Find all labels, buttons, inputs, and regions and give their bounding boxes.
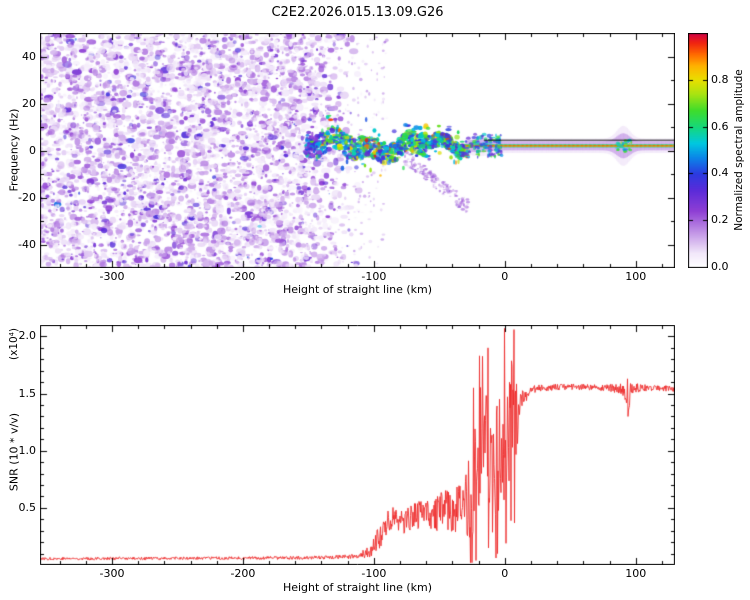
top-x-axis-label: Height of straight line (km) xyxy=(282,283,433,296)
colorbar-tick-label: 0.4 xyxy=(711,166,729,180)
top-y-tick-label: 20 xyxy=(22,96,36,110)
colorbar-tick-label: 0.8 xyxy=(711,72,729,86)
bottom-y-tick-label: 2.0 xyxy=(18,329,37,343)
spectrogram-plot xyxy=(40,33,675,268)
bottom-x-tick-label: -100 xyxy=(361,567,387,580)
bottom-y-tick-label: 0.5 xyxy=(18,500,37,514)
snr-plot xyxy=(40,325,675,565)
bottom-x-tick-label: 0 xyxy=(501,567,509,580)
bottom-y-tick-label: 1.0 xyxy=(18,443,37,457)
colorbar xyxy=(688,33,708,268)
top-y-tick-label: 40 xyxy=(22,49,36,63)
top-x-tick-label: 0 xyxy=(501,270,509,283)
colorbar-tick-label: 0.6 xyxy=(711,119,729,133)
bottom-y-tick-label: 1.5 xyxy=(18,386,37,400)
bottom-x-tick-label: -300 xyxy=(99,567,125,580)
colorbar-label: Normalized spectral amplitude xyxy=(733,69,745,231)
top-y-tick-label: 0 xyxy=(29,143,36,157)
colorbar-tick-label: 0.0 xyxy=(711,260,729,273)
top-x-tick-label: 100 xyxy=(625,270,647,283)
top-y-tick-label: -20 xyxy=(18,190,36,204)
top-y-tick-label: -40 xyxy=(18,237,36,251)
bottom-x-tick-label: 100 xyxy=(625,567,647,580)
top-x-tick-label: -300 xyxy=(99,270,125,283)
top-x-tick-label: -200 xyxy=(230,270,256,283)
bottom-x-tick-label: -200 xyxy=(230,567,256,580)
colorbar-tick-label: 0.2 xyxy=(711,213,729,227)
bottom-x-axis-label: Height of straight line (km) xyxy=(282,581,433,594)
figure-title: C2E2.2026.015.13.09.G26 xyxy=(271,5,444,20)
top-x-tick-label: -100 xyxy=(361,270,387,283)
